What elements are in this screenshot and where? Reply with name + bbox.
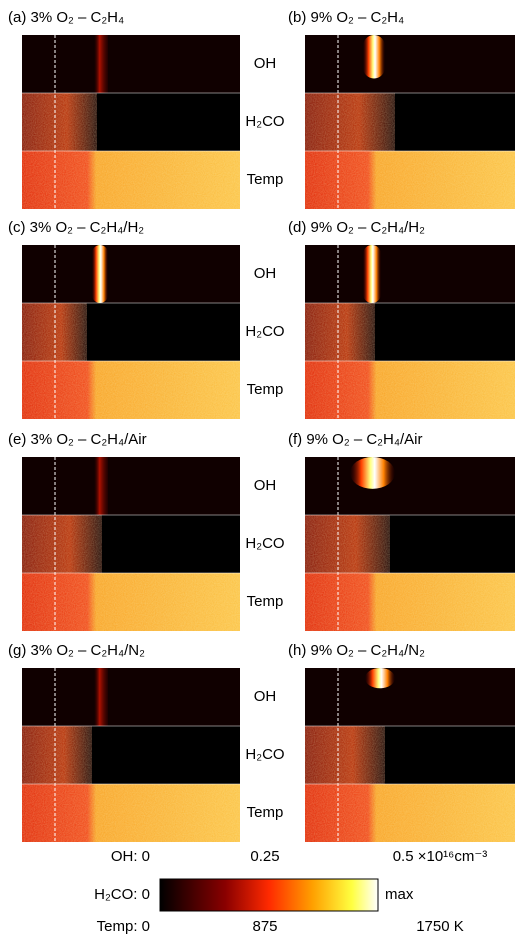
row-label: OH <box>254 477 277 494</box>
panel-title: (b) 9% O₂ – C₂H₄ <box>288 9 404 26</box>
texture <box>305 726 385 784</box>
oh-band <box>350 457 395 489</box>
row-label: OH <box>254 688 277 705</box>
texture <box>305 573 515 631</box>
figure: (a) 3% O₂ – C₂H₄ (b) 9% O₂ – C₂H₄ OH H₂CO Te… <box>0 0 518 938</box>
panel-title: (d) 9% O₂ – C₂H₄/H₂ <box>288 219 425 236</box>
panel-title: (e) 3% O₂ – C₂H₄/Air <box>8 431 147 448</box>
colorbar-label: 875 <box>252 918 277 935</box>
texture <box>22 93 97 151</box>
panel-title: (c) 3% O₂ – C₂H₄/H₂ <box>8 219 144 236</box>
row-label: H₂CO <box>245 746 284 763</box>
oh-band <box>365 668 395 688</box>
colorbar <box>160 879 378 911</box>
texture <box>305 784 515 842</box>
panel-title: (f) 9% O₂ – C₂H₄/Air <box>288 431 422 448</box>
row-label: H₂CO <box>245 535 284 552</box>
colorbar-label: 0.25 <box>250 848 279 865</box>
colorbar-label: max <box>385 886 414 903</box>
colorbar-label: 1750 K <box>416 918 464 935</box>
panel-title: (a) 3% O₂ – C₂H₄ <box>8 9 124 26</box>
texture <box>305 515 390 573</box>
oh-band <box>363 245 381 303</box>
oh-strip <box>22 245 240 303</box>
texture <box>305 303 375 361</box>
row-label: Temp <box>247 381 284 398</box>
texture <box>305 93 395 151</box>
row-label: H₂CO <box>245 323 284 340</box>
row-label: Temp <box>247 171 284 188</box>
oh-strip <box>305 457 515 515</box>
row-label: H₂CO <box>245 113 284 130</box>
colorbar-label: OH: 0 <box>111 848 150 865</box>
oh-strip <box>22 35 240 93</box>
texture <box>305 361 515 419</box>
row-label: Temp <box>247 804 284 821</box>
colorbar-label: Temp: 0 <box>97 918 150 935</box>
texture <box>305 151 515 209</box>
oh-strip <box>305 35 515 93</box>
oh-band <box>94 457 108 515</box>
texture <box>22 726 92 784</box>
oh-strip <box>305 245 515 303</box>
oh-band <box>92 245 108 303</box>
oh-band <box>94 35 108 93</box>
panel-title: (h) 9% O₂ – C₂H₄/N₂ <box>288 642 425 659</box>
row-label: Temp <box>247 593 284 610</box>
panel-title: (g) 3% O₂ – C₂H₄/N₂ <box>8 642 145 659</box>
oh-band <box>363 35 385 79</box>
row-label: OH <box>254 265 277 282</box>
oh-strip <box>305 668 515 726</box>
oh-band <box>94 668 108 726</box>
colorbar-label: H₂CO: 0 <box>94 886 150 903</box>
oh-strip <box>22 668 240 726</box>
row-label: OH <box>254 55 277 72</box>
colorbar-label: 0.5 ×10¹⁶cm⁻³ <box>393 848 488 865</box>
texture <box>22 515 102 573</box>
oh-strip <box>22 457 240 515</box>
